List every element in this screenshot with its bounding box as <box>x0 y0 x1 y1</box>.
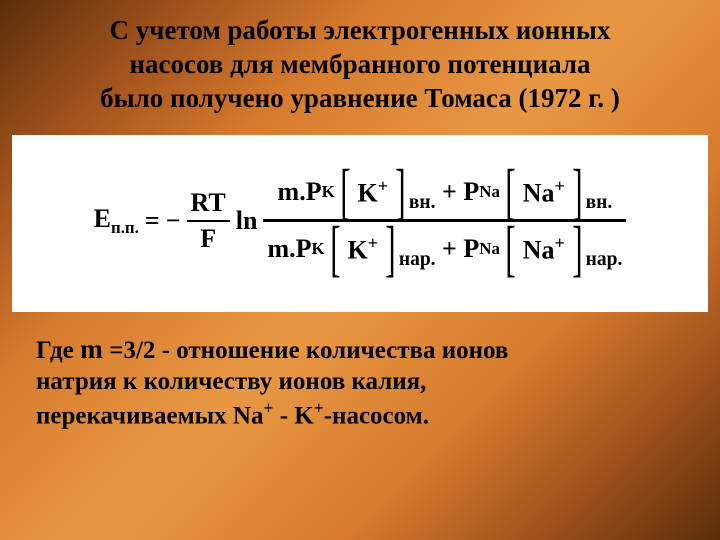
eq-rt-over-f: RT F <box>187 186 230 256</box>
eq-den-term1: m.PK [ K+ ] нар. <box>267 224 435 274</box>
eq-brk-k-out: [ K+ ] нар. <box>325 224 436 274</box>
eq-numerator: m.PK [ K+ ] вн. + PNa [ Na+ ] вн. <box>274 165 617 219</box>
eq-rt: RT <box>187 186 230 220</box>
eq-E: E <box>94 204 111 233</box>
title-line-3: было получено уравнение Томаса (1972 г. … <box>20 82 700 116</box>
eq-na-sup-den: + <box>554 233 564 253</box>
eq-m-den: m <box>267 234 289 264</box>
eq-pk-num: P <box>306 177 322 207</box>
equation-box: Eп.п. = − RT F ln m.PK [ K+ ] вн. + <box>12 135 708 312</box>
eq-k-sup-den: + <box>368 233 378 253</box>
slide-title: С учетом работы электрогенных ионных нас… <box>0 0 720 125</box>
eq-k-den: K <box>347 235 367 264</box>
eq-minus: − <box>166 206 181 236</box>
eq-brk-na-in: [ Na+ ] вн. <box>500 167 612 217</box>
eq-ln: ln <box>236 206 258 236</box>
eq-denominator: m.PK [ K+ ] нар. + PNa [ Na+ ] нар. <box>263 222 626 276</box>
eq-na-num: Na <box>523 179 555 208</box>
title-line-2: насосов для мембранного потенциала <box>20 48 700 82</box>
eq-sub-out-2: нар. <box>586 249 623 271</box>
eq-equals: = <box>145 206 160 236</box>
eq-pk-sub-num: K <box>322 182 335 202</box>
eq-brk-k-in: [ K+ ] вн. <box>335 167 436 217</box>
footer-sup1: + <box>263 398 273 418</box>
eq-plus-num: + <box>442 177 457 206</box>
footer-sup2: + <box>314 398 324 418</box>
thomas-equation: Eп.п. = − RT F ln m.PK [ K+ ] вн. + <box>94 165 627 276</box>
footer-line-1: Где m =3/2 - отношение количества ионов <box>36 332 684 366</box>
footer-text: Где m =3/2 - отношение количества ионов … <box>0 312 720 431</box>
eq-pna-num: P <box>463 177 479 207</box>
eq-sub-in-2: вн. <box>586 192 613 214</box>
footer-m: m <box>80 333 103 364</box>
footer-line-3: перекачиваемых Na+ - K+-насосом. <box>36 398 684 432</box>
eq-E-sub: п.п. <box>111 218 139 237</box>
eq-den-term2: PNa [ Na+ ] нар. <box>463 224 622 274</box>
eq-main-frac: m.PK [ K+ ] вн. + PNa [ Na+ ] вн. <box>263 165 626 276</box>
eq-pna-sub-num: Na <box>479 182 500 202</box>
eq-brk-na-out: [ Na+ ] нар. <box>500 224 622 274</box>
eq-pk-sub-den: K <box>312 239 325 259</box>
footer-t4b: - K <box>273 402 313 429</box>
eq-k-sup-num: + <box>378 176 388 196</box>
eq-pna-den: P <box>463 234 479 264</box>
eq-na-den: Na <box>523 235 555 264</box>
title-line-1: С учетом работы электрогенных ионных <box>20 14 700 48</box>
footer-t2: =3/2 - отношение количества ионов <box>103 337 508 364</box>
footer-t4c: -насосом. <box>324 402 429 429</box>
footer-t4a: перекачиваемых Na <box>36 402 263 429</box>
footer-t1: Где <box>36 337 80 364</box>
eq-k-num: K <box>358 179 378 208</box>
eq-sub-out-1: нар. <box>399 249 436 271</box>
eq-f: F <box>196 222 220 256</box>
eq-pna-sub-den: Na <box>479 239 500 259</box>
eq-na-sup-num: + <box>554 176 564 196</box>
eq-pk-den: P <box>296 234 312 264</box>
eq-sub-in-1: вн. <box>409 192 436 214</box>
eq-lhs: Eп.п. <box>94 204 139 238</box>
eq-num-term1: m.PK [ K+ ] вн. <box>278 167 436 217</box>
eq-m-num: m <box>278 177 300 207</box>
footer-line-2: натрия к количеству ионов калия, <box>36 366 684 397</box>
eq-plus-den: + <box>442 234 457 263</box>
eq-num-term2: PNa [ Na+ ] вн. <box>463 167 612 217</box>
